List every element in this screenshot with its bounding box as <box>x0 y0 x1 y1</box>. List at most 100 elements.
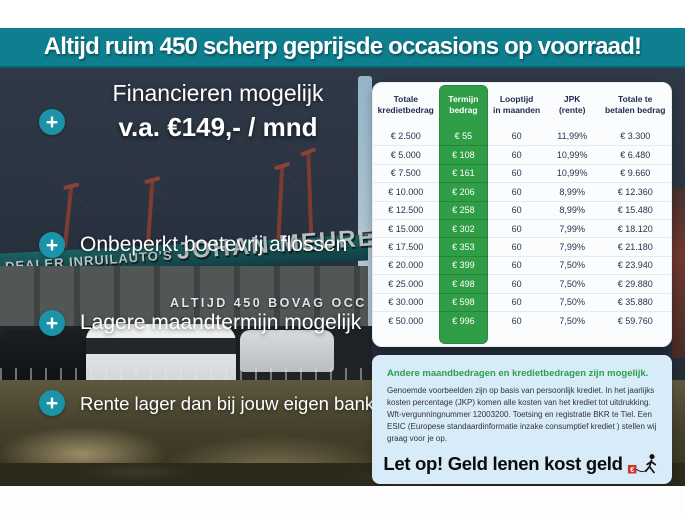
plus-icon: + <box>39 109 65 135</box>
table-cell: € 20.000 <box>373 255 439 274</box>
table-row: € 17.500 € 353 60 7,99% € 21.180 <box>373 237 671 255</box>
finance-table-header: Totale kredietbedrag Termijn bedrag Looptijd… <box>373 83 671 127</box>
table-cell: € 30.000 <box>373 292 439 311</box>
table-cell: € 29.880 <box>599 274 671 292</box>
table-cell: € 258 <box>438 200 489 219</box>
column-header: Totale te betalen bedrag <box>604 93 666 115</box>
top-margin <box>0 0 685 28</box>
table-cell: 60 <box>488 274 545 292</box>
table-cell: 7,50% <box>544 255 600 274</box>
table-cell: 7,50% <box>544 274 600 292</box>
table-cell: 60 <box>488 182 545 200</box>
plus-glyph: + <box>45 311 59 335</box>
table-row: € 30.000 € 598 60 7,50% € 35.880 <box>373 292 671 311</box>
table-row: € 5.000 € 108 60 10,99% € 6.480 <box>373 145 671 163</box>
usp-maandtermijn: Lagere maandtermijn mogelijk <box>80 311 362 334</box>
usp-rente: Rente lager dan bij jouw eigen bank <box>80 393 375 414</box>
table-row: € 25.000 € 498 60 7,50% € 29.880 <box>373 274 671 292</box>
table-cell: 60 <box>511 131 522 142</box>
table-cell: 7,99% <box>544 218 600 237</box>
dark-car <box>0 330 86 382</box>
column-header: JPK (rente) <box>558 93 586 115</box>
plus-icon: + <box>39 390 65 416</box>
dealership-photo-background: DEALER INRUILAUTO'S JOHAN MEURE ALTIJD 4… <box>0 68 685 486</box>
building-sign-text: ALTIJD 450 BOVAG OCC SIONS <box>170 296 425 310</box>
column-header: Looptijd in maanden <box>493 93 541 115</box>
usp-finance: Financieren mogelijk v.a. €149,- / mnd <box>70 80 366 143</box>
table-cell: € 10.000 <box>373 182 439 200</box>
table-cell: € 5.000 <box>373 145 439 163</box>
table-cell: 60 <box>488 255 545 274</box>
white-car <box>240 330 334 372</box>
table-row: € 2.500 € 55 60 11,99% € 3.300 <box>373 127 671 145</box>
table-cell: 7,50% <box>544 292 600 311</box>
banner-text: Altijd ruim 450 scherp geprijsde occasio… <box>43 33 642 60</box>
table-cell: 10,99% <box>544 163 600 182</box>
table-row: € 10.000 € 206 60 8,99% € 12.360 <box>373 182 671 200</box>
plus-glyph: + <box>45 233 59 257</box>
table-cell: € 59.760 <box>599 310 671 329</box>
usp-aflossen: Onbeperkt boetevrij aflossen <box>80 233 348 256</box>
table-cell: 8,99% <box>544 182 600 200</box>
plus-icon: + <box>39 310 65 336</box>
plus-glyph: + <box>45 391 59 415</box>
finance-table-body: € 2.500 € 55 60 11,99% € 3.300 € 5.000 € 108 60… <box>373 127 671 329</box>
disclaimer-panel: Andere maandbedragen en kredietbedragen … <box>372 355 672 484</box>
table-row: € 15.000 € 302 60 7,99% € 18.120 <box>373 218 671 237</box>
table-row: € 12.500 € 258 60 8,99% € 15.480 <box>373 200 671 219</box>
table-cell: 60 <box>488 218 545 237</box>
table-cell: € 18.120 <box>599 218 671 237</box>
table-cell: € 399 <box>438 255 489 274</box>
table-row: € 50.000 € 996 60 7,50% € 59.760 <box>373 310 671 329</box>
termijn-column-highlight <box>438 85 489 344</box>
table-cell: € 21.180 <box>599 237 671 255</box>
credit-warning-text: Let op! Geld lenen kost geld <box>383 453 623 474</box>
disclaimer-body: Genoemde voorbeelden zijn op basis van p… <box>387 386 657 443</box>
disclaimer-heading: Andere maandbedragen en kredietbedragen … <box>387 368 649 379</box>
table-cell: 11,99% <box>557 131 588 142</box>
table-cell: 60 <box>488 163 545 182</box>
table-cell: € 23.940 <box>599 255 671 274</box>
table-cell: € 12.360 <box>599 182 671 200</box>
table-cell: € 12.500 <box>373 200 439 219</box>
table-cell: € 598 <box>438 292 489 311</box>
table-cell: 60 <box>488 310 545 329</box>
table-cell: € 996 <box>438 310 489 329</box>
svg-text:€: € <box>630 466 634 474</box>
column-header: Totale kredietbedrag <box>377 93 434 115</box>
credit-warning: Let op! Geld lenen kost geld € <box>372 452 672 476</box>
table-cell: 8,99% <box>544 200 600 219</box>
plus-icon: + <box>39 232 65 258</box>
table-cell: € 108 <box>438 145 489 163</box>
column-header: Termijn bedrag <box>448 93 479 115</box>
table-cell: € 35.880 <box>599 292 671 311</box>
table-cell: 60 <box>488 292 545 311</box>
table-cell: 7,50% <box>544 310 600 329</box>
table-cell: € 6.480 <box>599 145 671 163</box>
table-cell: € 15.480 <box>599 200 671 219</box>
table-cell: 10,99% <box>544 145 600 163</box>
geld-lenen-kost-geld-icon: € <box>627 454 656 474</box>
bottom-margin <box>0 486 685 513</box>
table-cell: € 50.000 <box>373 310 439 329</box>
table-cell: € 15.000 <box>373 218 439 237</box>
table-cell: € 7.500 <box>373 163 439 182</box>
table-cell: € 302 <box>438 218 489 237</box>
table-cell: € 161 <box>438 163 489 182</box>
table-cell: € 206 <box>438 182 489 200</box>
table-cell: 60 <box>488 237 545 255</box>
usp-finance-line2: v.a. €149,- / mnd <box>118 112 318 142</box>
table-cell: € 25.000 <box>373 274 439 292</box>
table-row: € 20.000 € 399 60 7,50% € 23.940 <box>373 255 671 274</box>
table-cell: 60 <box>488 145 545 163</box>
table-cell: 7,99% <box>544 237 600 255</box>
plus-glyph: + <box>45 110 59 134</box>
table-cell: € 2.500 <box>390 131 421 142</box>
table-row: € 7.500 € 161 60 10,99% € 9.660 <box>373 163 671 182</box>
table-cell: € 353 <box>438 237 489 255</box>
header-banner: Altijd ruim 450 scherp geprijsde occasio… <box>0 28 685 68</box>
table-cell: € 55 <box>454 131 473 142</box>
table-cell: € 17.500 <box>373 237 439 255</box>
table-cell: € 3.300 <box>620 131 651 142</box>
table-cell: € 498 <box>438 274 489 292</box>
